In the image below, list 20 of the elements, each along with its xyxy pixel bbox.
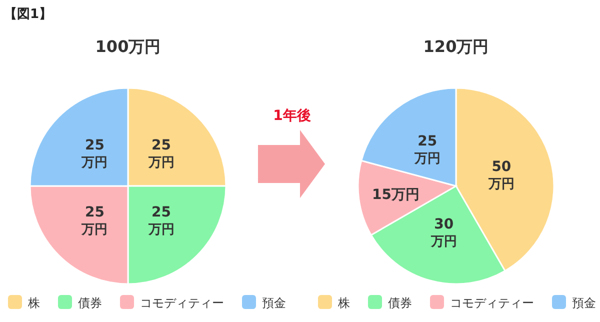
data-label: 25 万円 — [80, 204, 108, 238]
legend-label: 預金 — [262, 296, 286, 310]
data-label: 25 万円 — [413, 134, 440, 167]
chart-title: 100万円 — [95, 37, 161, 56]
text: 【図1】 — [4, 6, 52, 22]
data-label: 15万円 — [372, 186, 420, 203]
chart-title: 120万円 — [423, 37, 489, 56]
data-label: 25 万円 — [147, 204, 174, 238]
legend-label: コモディティー — [140, 296, 224, 310]
text: 1年後 — [273, 108, 311, 124]
legend-label: 株 — [337, 296, 350, 310]
data-label: 50 万円 — [487, 158, 514, 192]
legend-label: 預金 — [572, 296, 596, 310]
data-label: 25 万円 — [147, 138, 174, 171]
legend-label: 債券 — [78, 296, 102, 310]
data-label: 25 万円 — [80, 138, 108, 171]
legend-label: 株 — [27, 296, 40, 310]
data-label: 30 万円 — [430, 216, 457, 250]
legend-label: コモディティー — [450, 296, 534, 310]
legend-label: 債券 — [388, 296, 412, 310]
